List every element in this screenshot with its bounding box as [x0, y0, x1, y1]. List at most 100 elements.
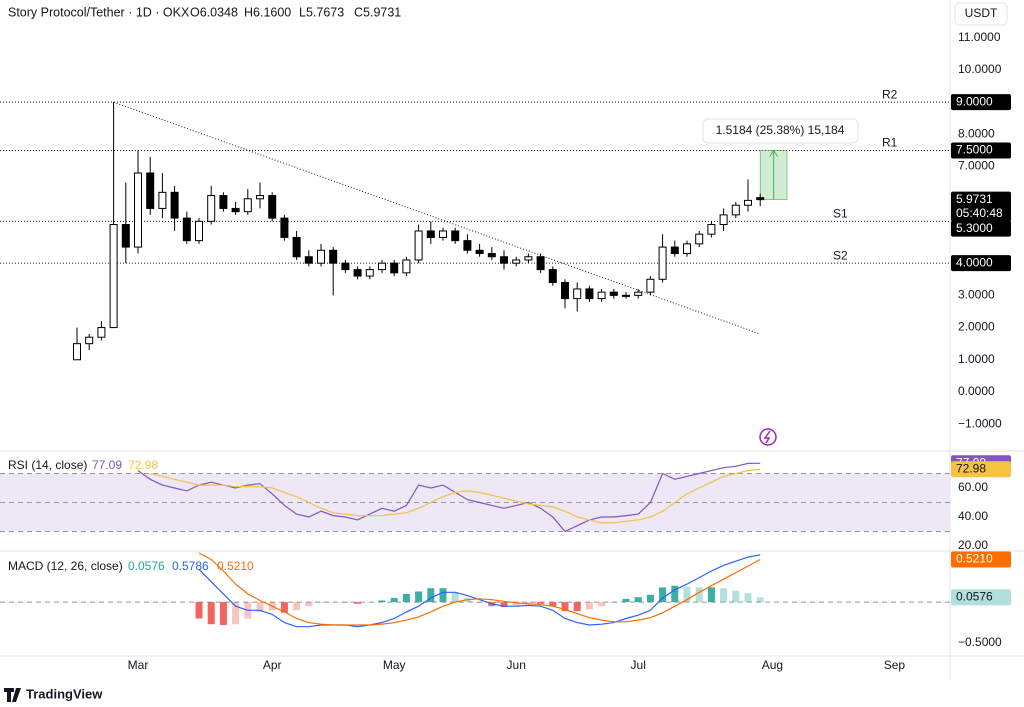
rsi-title: RSI (14, close): [8, 458, 87, 472]
histogram-bar: [598, 602, 606, 607]
x-tick-label: Jul: [631, 658, 646, 672]
histogram-bar: [305, 602, 313, 607]
candle-body: [512, 259, 521, 264]
histogram-axis-label-box: [951, 589, 1011, 606]
candle-body: [341, 262, 350, 271]
x-tick-label: Sep: [884, 658, 906, 672]
macd-line: [198, 554, 761, 628]
candle-body: [658, 246, 667, 280]
currency-box[interactable]: [954, 2, 1008, 26]
level-name: R2: [882, 87, 898, 101]
measure-arrow: [769, 149, 779, 200]
rsi-axis-label: 72.98: [956, 461, 986, 475]
currency[interactable]: USDT: [965, 6, 998, 20]
histogram-bar: [707, 587, 715, 603]
histogram-bar: [256, 602, 264, 612]
candle-body: [719, 214, 728, 226]
histogram-bar: [293, 602, 301, 611]
y-tick-label: 0.0000: [958, 384, 995, 398]
histogram-bar: [610, 602, 618, 603]
candle-body: [573, 288, 582, 300]
level-label-box: [951, 142, 1011, 159]
signal-axis-label: 0.5210: [956, 552, 993, 566]
histogram-bar: [585, 602, 593, 610]
candle-body: [756, 197, 765, 201]
event-icon[interactable]: [759, 428, 777, 446]
x-tick-label: Jun: [507, 658, 526, 672]
candle-body: [731, 204, 740, 216]
x-tick-label: May: [383, 658, 406, 672]
level-name: S2: [833, 248, 848, 262]
y-tick-label: 10.0000: [958, 62, 1002, 76]
y-tick-label: 20.00: [958, 538, 988, 552]
histogram-bar: [280, 602, 288, 613]
signal-value: 0.5210: [217, 559, 254, 573]
countdown: 05:40:48: [956, 206, 1003, 220]
candle-body: [280, 217, 289, 238]
candle-body: [524, 256, 533, 261]
histogram-bar: [366, 602, 374, 603]
x-tick-label: Mar: [128, 658, 149, 672]
rsi-line: [150, 468, 761, 524]
level-label-box: [951, 220, 1011, 237]
histogram-bar: [720, 588, 728, 603]
histogram-bar: [756, 597, 764, 603]
candle-body: [390, 262, 399, 274]
histogram-bar: [439, 588, 447, 603]
y-tick-label: 2.0000: [958, 320, 995, 334]
candle-body: [231, 207, 240, 213]
histogram-bar: [512, 602, 520, 606]
candle-body: [207, 195, 216, 222]
ohlc-high: H6.1600: [244, 5, 291, 19]
histogram-bar: [573, 602, 581, 612]
histogram-bar: [317, 602, 325, 603]
x-tick-label: Aug: [762, 658, 783, 672]
rsi-axis-label-box: [951, 461, 1011, 478]
histogram-bar: [744, 593, 752, 603]
histogram-bar: [524, 602, 532, 604]
candle-body: [268, 195, 277, 219]
histogram-bar: [476, 602, 484, 603]
macd-value: 0.5786: [172, 559, 209, 573]
candle-body: [73, 343, 81, 361]
histogram-bar: [537, 602, 545, 604]
histogram-value: 0.0576: [128, 559, 165, 573]
candle-body: [378, 262, 386, 271]
candle-body: [109, 224, 118, 329]
candle-body: [402, 259, 411, 274]
candle-body: [353, 269, 362, 277]
candle-body: [170, 191, 179, 219]
candle-body: [317, 249, 325, 264]
histogram-bar: [219, 602, 227, 626]
rsi-value: 77.09: [92, 458, 122, 472]
candle-body: [426, 230, 435, 238]
histogram-bar: [561, 602, 569, 612]
histogram-bar: [402, 593, 410, 603]
candle-body: [683, 243, 691, 255]
event-icon-bolt: [763, 430, 771, 444]
candle-body: [195, 220, 203, 242]
candle-body: [463, 240, 472, 251]
symbol-title: Story Protocol/Tether · 1D · OKX: [8, 5, 190, 19]
histogram-bar: [354, 602, 362, 604]
histogram-bar: [451, 592, 459, 603]
histogram-bar: [232, 602, 240, 625]
candle-body: [707, 224, 716, 235]
candle-body: [304, 256, 313, 264]
ohlc-low: L5.7673: [299, 5, 344, 19]
histogram-bar: [634, 597, 642, 603]
candle-body: [597, 291, 606, 300]
histogram-bar: [622, 598, 630, 603]
candle-body: [561, 281, 569, 300]
level-label: 9.0000: [956, 94, 993, 108]
measure-label: 1.5184 (25.38%) 15,184: [716, 123, 845, 137]
candle-body: [695, 233, 704, 245]
level-name: S1: [833, 206, 848, 220]
candle-body: [634, 291, 643, 296]
histogram-bar: [659, 587, 667, 603]
candle-body: [97, 327, 106, 338]
histogram-axis-label: 0.0576: [956, 590, 993, 604]
candle-body: [243, 198, 252, 213]
level-label-box: [951, 255, 1011, 272]
candle-body: [439, 230, 447, 238]
